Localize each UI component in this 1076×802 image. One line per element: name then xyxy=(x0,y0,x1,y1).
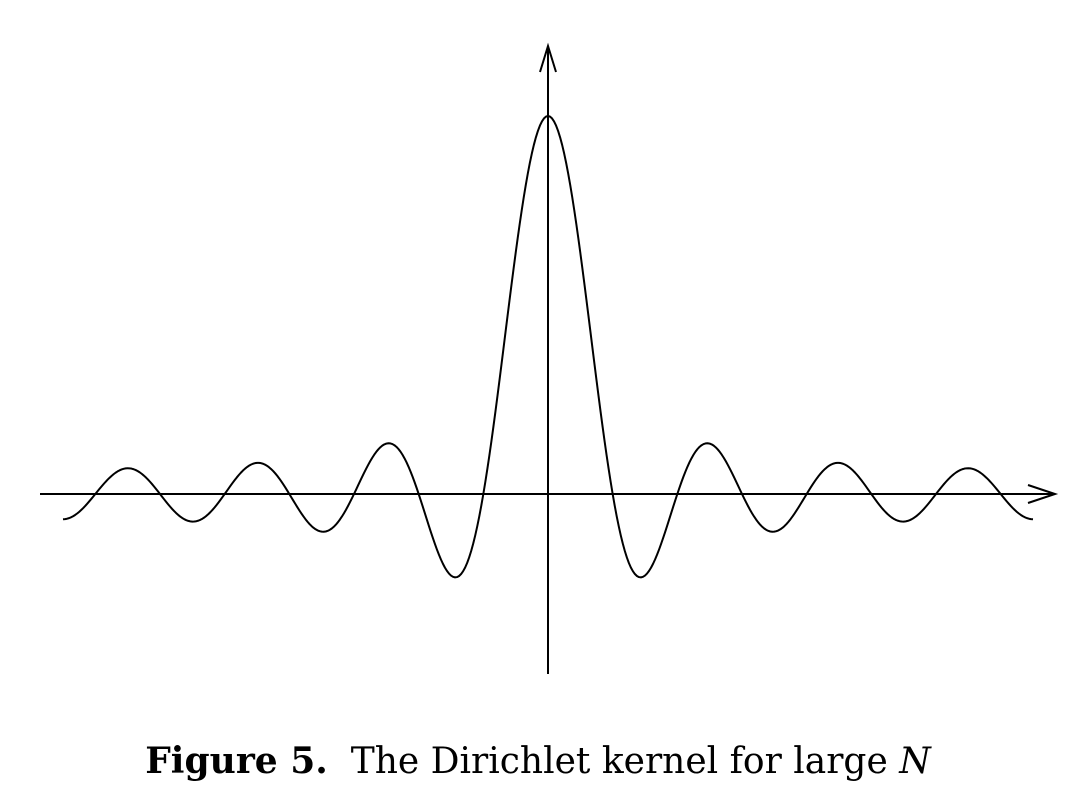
axes xyxy=(40,42,1059,674)
dirichlet-kernel-plot xyxy=(40,42,1059,674)
caption-variable: N xyxy=(899,741,931,782)
caption-text: The Dirichlet kernel for large xyxy=(350,741,888,782)
figure-caption: Figure 5. The Dirichlet kernel for large… xyxy=(0,740,1076,782)
y-axis-arrowhead xyxy=(539,42,557,73)
x-axis-arrowhead xyxy=(1027,484,1059,504)
figure-label: Figure 5. xyxy=(145,740,328,782)
kernel-curve xyxy=(62,115,1034,579)
